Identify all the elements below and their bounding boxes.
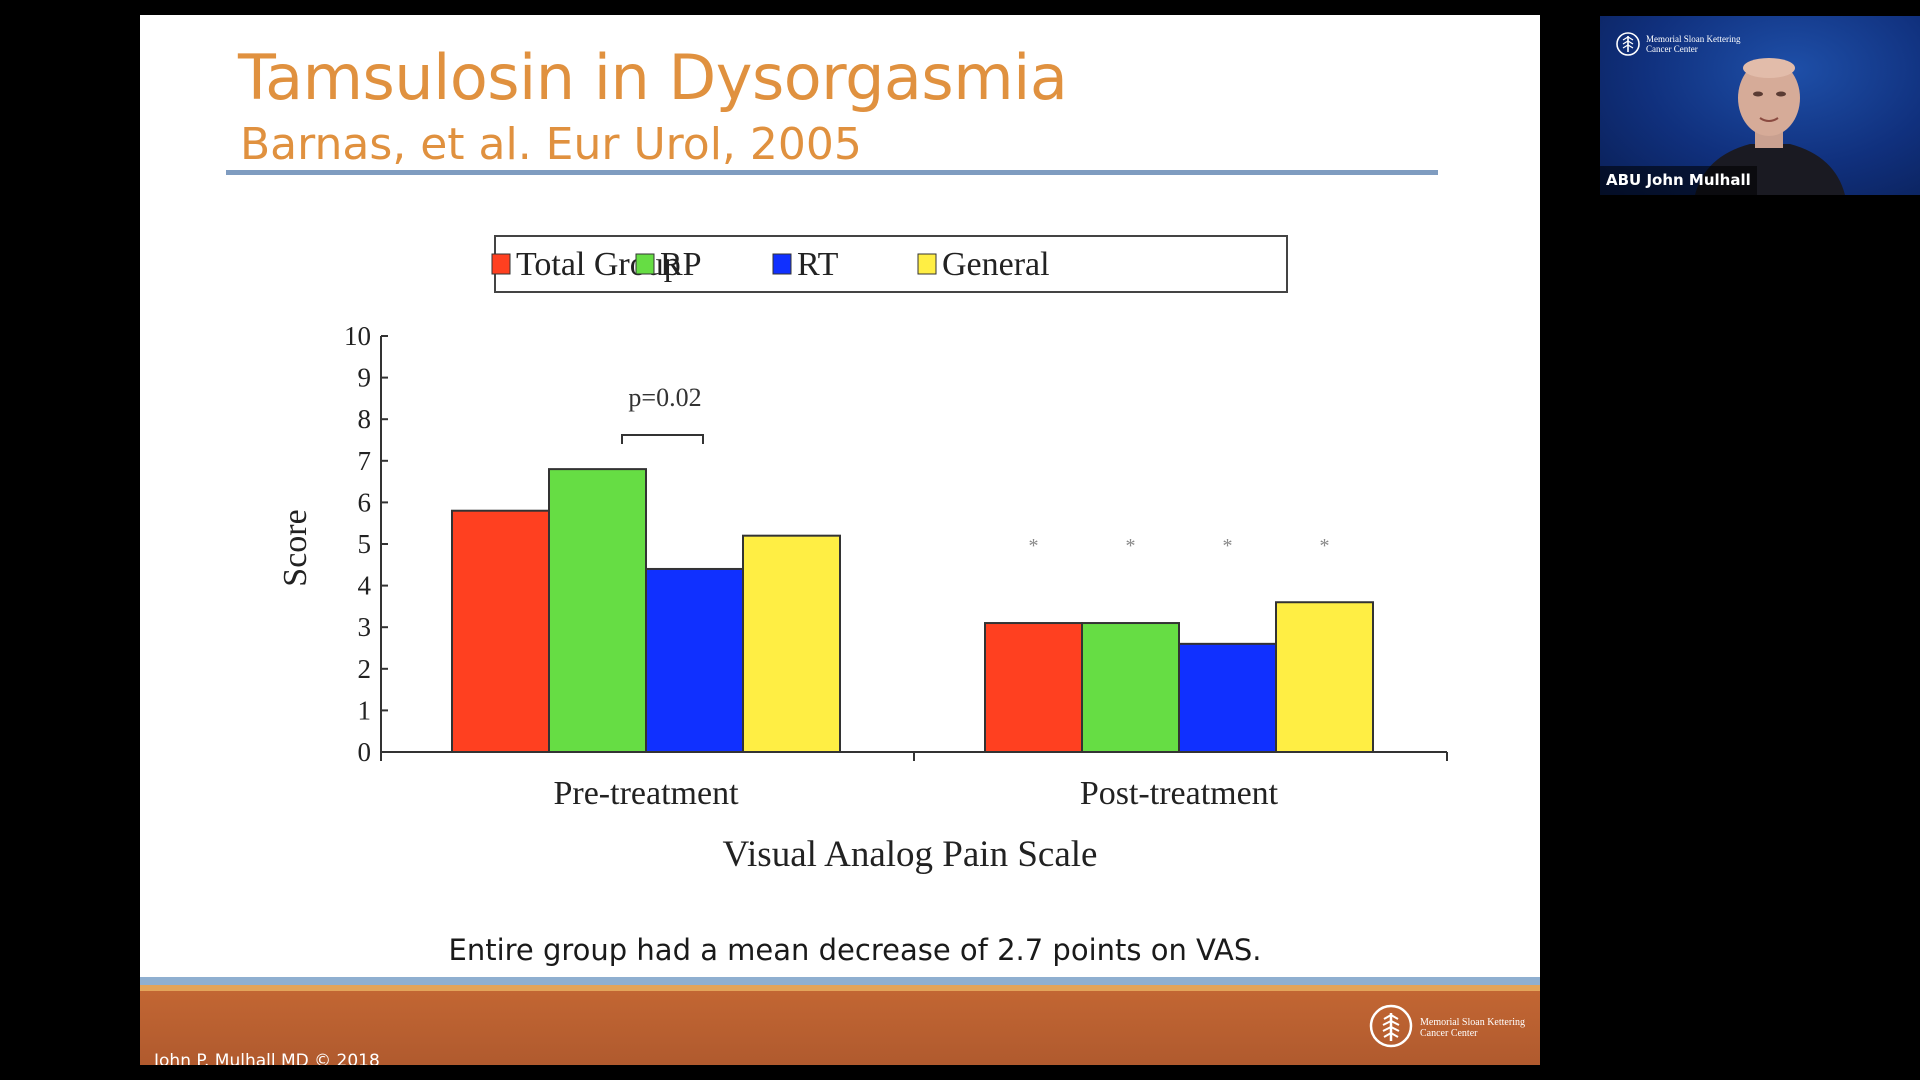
legend-label: Total Group bbox=[516, 246, 681, 283]
bar-pre-treatment-total-group bbox=[451, 509, 550, 753]
y-tick-label: 2 bbox=[358, 654, 372, 684]
participant-name-label: ABU John Mulhall bbox=[1600, 166, 1757, 195]
y-tick-label: 7 bbox=[358, 446, 372, 476]
significance-bracket bbox=[621, 434, 704, 444]
legend-swatch-3 bbox=[917, 253, 937, 275]
y-tick-label: 5 bbox=[358, 529, 372, 559]
bar-post-treatment-total-group bbox=[984, 622, 1083, 753]
bar-pre-treatment-general bbox=[742, 534, 841, 753]
webcam-logo-text: Memorial Sloan Kettering Cancer Center bbox=[1646, 34, 1741, 54]
bar-post-treatment-rp bbox=[1081, 622, 1180, 753]
legend-label: RT bbox=[797, 246, 839, 283]
msk-logo: Memorial Sloan Kettering Cancer Center bbox=[1368, 1003, 1525, 1053]
y-tick-label: 9 bbox=[358, 363, 372, 393]
chart-bars bbox=[451, 468, 1374, 754]
legend-label: RP bbox=[660, 246, 702, 283]
x-axis-title: Visual Analog Pain Scale bbox=[723, 834, 1098, 875]
chart-axes: 0 1 2 3 4 5 6 7 8 9 10 Pre-treatment Post-treatment V… bbox=[277, 321, 1448, 875]
significance-marker: * bbox=[1126, 535, 1136, 557]
y-tick-label: 0 bbox=[358, 737, 372, 767]
webcam-tile[interactable]: Memorial Sloan Kettering Cancer Center A… bbox=[1600, 16, 1920, 195]
chart-annotations: p=0.02 * * * * bbox=[621, 383, 1330, 557]
footer-stripe-blue bbox=[140, 977, 1540, 985]
slide-title: Tamsulosin in Dysorgasmia bbox=[238, 41, 1068, 114]
significance-marker: * bbox=[1029, 535, 1039, 557]
msk-logo-icon bbox=[1369, 1004, 1413, 1048]
presentation-slide: Tamsulosin in Dysorgasmia Barnas, et al.… bbox=[140, 15, 1540, 1065]
y-tick-label: 10 bbox=[344, 321, 371, 351]
significance-marker: * bbox=[1320, 535, 1330, 557]
legend-label: General bbox=[942, 246, 1050, 283]
slide-footer: John P. Mulhall MD © 2018 Memorial Sloan… bbox=[140, 991, 1540, 1065]
legend-swatch-0 bbox=[491, 253, 511, 275]
y-tick-label: 4 bbox=[358, 571, 372, 601]
bar-post-treatment-general bbox=[1275, 601, 1374, 753]
x-category-label: Pre-treatment bbox=[553, 775, 739, 812]
y-tick-label: 1 bbox=[358, 695, 372, 725]
footer-stripe-gold bbox=[140, 985, 1540, 991]
p-value-label: p=0.02 bbox=[628, 383, 701, 412]
y-tick-label: 3 bbox=[358, 612, 372, 642]
slide-caption: Entire group had a mean decrease of 2.7 … bbox=[448, 933, 1262, 967]
participant-video bbox=[1616, 32, 1845, 195]
y-axis-title: Score bbox=[277, 509, 314, 586]
legend-swatch-2 bbox=[772, 253, 792, 275]
title-underline bbox=[226, 170, 1438, 175]
bar-pre-treatment-rp bbox=[548, 468, 647, 753]
y-tick-label: 8 bbox=[358, 404, 372, 434]
slide-subtitle: Barnas, et al. Eur Urol, 2005 bbox=[240, 119, 862, 170]
x-category-label: Post-treatment bbox=[1080, 775, 1279, 812]
bar-post-treatment-rt bbox=[1178, 642, 1277, 754]
footer-copyright: John P. Mulhall MD © 2018 bbox=[154, 1051, 380, 1065]
legend-box bbox=[494, 235, 1288, 293]
legend-swatch-1 bbox=[635, 253, 655, 275]
significance-marker: * bbox=[1223, 535, 1233, 557]
y-tick-label: 6 bbox=[358, 487, 372, 517]
msk-logo-text: Memorial Sloan Kettering Cancer Center bbox=[1420, 1017, 1525, 1039]
bar-pre-treatment-rt bbox=[645, 567, 744, 754]
